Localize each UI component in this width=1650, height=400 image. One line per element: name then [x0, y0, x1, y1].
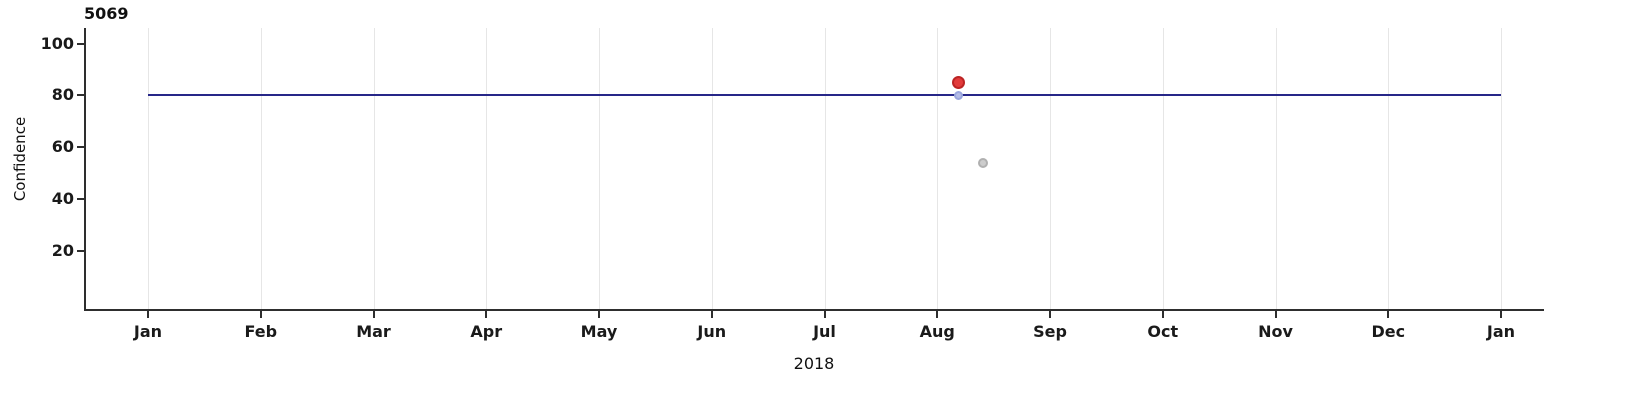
x-tick-mark — [823, 311, 826, 318]
plot-area — [84, 28, 1544, 311]
gridline — [711, 28, 713, 309]
x-tick-label: Jan — [1486, 322, 1516, 341]
gridline — [824, 28, 826, 309]
x-tick-mark — [259, 311, 262, 318]
y-tick-mark — [77, 249, 84, 252]
gridline — [486, 28, 488, 309]
x-tick-label: Mar — [356, 322, 391, 341]
x-tick-mark — [710, 311, 713, 318]
x-tick-mark — [1500, 311, 1502, 318]
x-tick-label: Dec — [1371, 322, 1406, 341]
y-tick-label: 20 — [51, 240, 74, 260]
y-tick-mark — [77, 197, 84, 200]
x-tick-mark — [1049, 311, 1051, 318]
x-tick-label: Oct — [1147, 322, 1179, 341]
gridline — [373, 28, 375, 309]
x-tick-label: Jul — [813, 322, 836, 341]
reference-line — [148, 94, 1501, 97]
x-tick-label: Aug — [919, 322, 955, 341]
x-tick-mark — [1274, 311, 1277, 318]
x-axis-title: 2018 — [793, 354, 835, 373]
y-tick-label: 80 — [51, 85, 74, 105]
y-tick-mark — [77, 146, 84, 149]
x-tick-label: Nov — [1258, 322, 1293, 341]
x-tick-mark — [147, 311, 149, 318]
gridline — [1275, 28, 1277, 309]
x-tick-label: Jan — [133, 322, 163, 341]
x-tick-label: Jun — [697, 322, 727, 341]
gridline — [1050, 28, 1051, 309]
x-tick-mark — [598, 311, 600, 318]
confidence-point — [952, 75, 966, 89]
y-tick-label: 100 — [40, 33, 74, 53]
x-tick-label: May — [580, 322, 618, 341]
gridline — [1501, 28, 1502, 309]
threshold-point — [954, 90, 964, 100]
chart-title: 5069 — [84, 4, 129, 23]
gridline — [1388, 28, 1390, 309]
x-tick-mark — [936, 311, 939, 318]
y-tick-mark — [77, 94, 84, 97]
gridline — [937, 28, 939, 309]
x-tick-label: Feb — [244, 322, 278, 341]
gridline — [148, 28, 149, 309]
x-tick-mark — [1161, 311, 1164, 318]
gridline — [599, 28, 600, 309]
secondary-point — [978, 157, 989, 168]
y-tick-mark — [77, 42, 84, 45]
x-tick-mark — [372, 311, 375, 318]
x-tick-mark — [485, 311, 488, 318]
gridline — [260, 28, 262, 309]
y-tick-label: 60 — [51, 137, 74, 157]
x-tick-label: Apr — [470, 322, 503, 341]
y-tick-label: 40 — [51, 188, 74, 208]
gridline — [1162, 28, 1164, 309]
x-tick-label: Sep — [1033, 322, 1067, 341]
x-tick-mark — [1387, 311, 1390, 318]
